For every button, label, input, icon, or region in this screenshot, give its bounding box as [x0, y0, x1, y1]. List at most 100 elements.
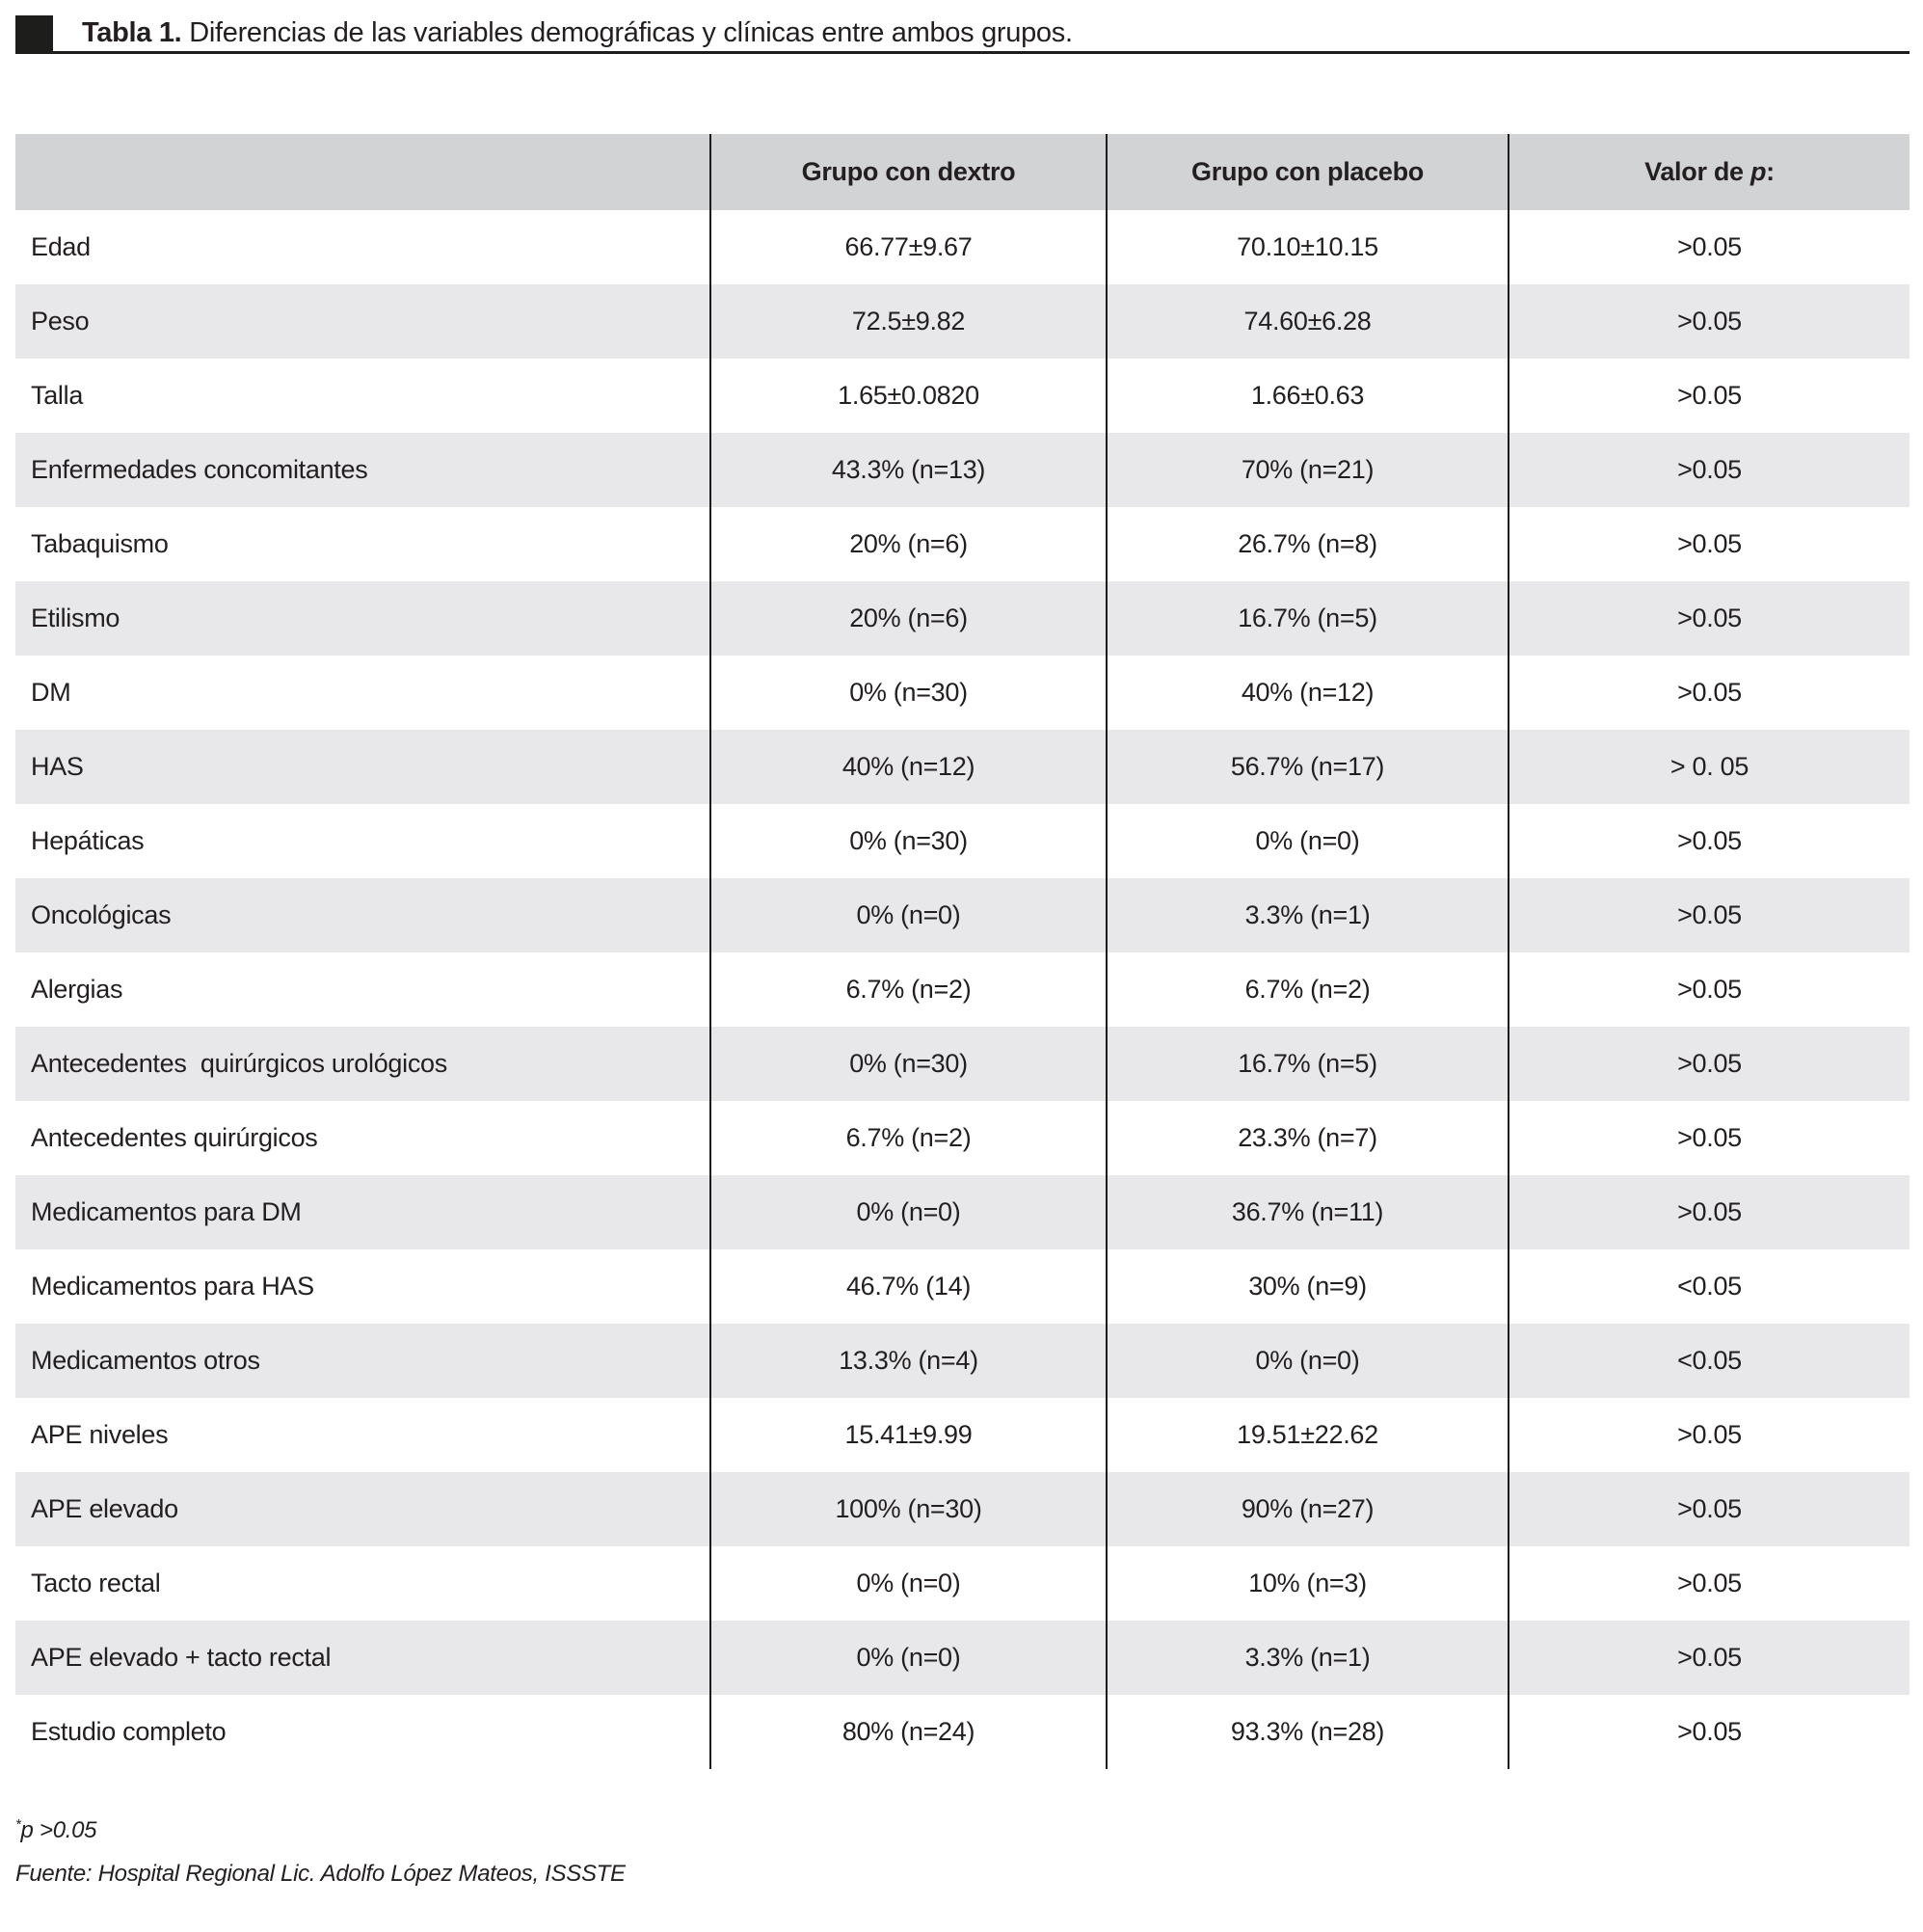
- table-row: Antecedentes quirúrgicos 6.7% (n=2) 23.3…: [15, 1101, 1910, 1175]
- row-value-placebo: 90% (n=27): [1106, 1472, 1509, 1546]
- row-value-dextro: 43.3% (n=13): [709, 433, 1107, 507]
- table-row: Medicamentos para DM 0% (n=0) 36.7% (n=1…: [15, 1175, 1910, 1249]
- row-value-p: >0.05: [1508, 284, 1910, 359]
- table-row: Antecedentes quirúrgicos urológicos 0% (…: [15, 1027, 1910, 1101]
- row-value-placebo: 30% (n=9): [1106, 1249, 1509, 1324]
- table-row: Enfermedades concomitantes 43.3% (n=13) …: [15, 433, 1910, 507]
- row-label: Talla: [31, 381, 84, 410]
- table-row: DM 0% (n=30) 40% (n=12) >0.05: [15, 656, 1910, 730]
- row-value-placebo: 26.7% (n=8): [1106, 507, 1509, 581]
- table-row: Oncológicas 0% (n=0) 3.3% (n=1) >0.05: [15, 878, 1910, 953]
- table-row: Medicamentos otros 13.3% (n=4) 0% (n=0) …: [15, 1324, 1910, 1398]
- row-label: Etilismo: [15, 581, 710, 656]
- header-empty-cell: [15, 134, 710, 210]
- row-value-p: >0.05: [1508, 581, 1910, 656]
- title-square-marker: [15, 15, 53, 54]
- table-row: Edad 66.77±9.67 70.10±10.15 >0.05: [15, 210, 1910, 284]
- row-label: Medicamentos para HAS: [31, 1272, 314, 1301]
- row-label: Alergias: [31, 975, 123, 1004]
- row-value-placebo: 16.7% (n=5): [1106, 1027, 1509, 1101]
- table-title-label: Tabla 1.: [82, 17, 182, 48]
- row-label: DM: [31, 678, 71, 707]
- row-label: Antecedentes quirúrgicos urológicos: [15, 1027, 710, 1101]
- row-value-p: >0.05: [1508, 1101, 1910, 1175]
- demographics-table: Grupo con dextro Grupo con placebo Valor…: [15, 134, 1910, 1769]
- row-value-dextro: 0% (n=0): [709, 1546, 1107, 1621]
- row-value-dextro: 20% (n=6): [709, 581, 1107, 656]
- table-row: Estudio completo 80% (n=24) 93.3% (n=28)…: [15, 1695, 1910, 1769]
- row-value-dextro: 0% (n=30): [709, 804, 1107, 878]
- row-value-p: >0.05: [1508, 1398, 1910, 1472]
- header-valor-p-suffix: :: [1766, 157, 1775, 186]
- row-value-dextro: 0% (n=0): [709, 1175, 1107, 1249]
- row-value-p: >0.05: [1508, 1695, 1910, 1769]
- row-value-placebo: 0% (n=0): [1106, 804, 1509, 878]
- row-value-dextro: 6.7% (n=2): [709, 953, 1107, 1027]
- footnote-p-threshold: >0.05: [33, 1817, 97, 1843]
- table-row: APE niveles 15.41±9.99 19.51±22.62 >0.05: [15, 1398, 1910, 1472]
- row-value-dextro: 0% (n=0): [709, 878, 1107, 953]
- row-label: APE niveles: [31, 1420, 169, 1449]
- row-value-dextro: 80% (n=24): [709, 1695, 1107, 1769]
- table-title-bar: Tabla 1. Diferencias de las variables de…: [15, 15, 1910, 54]
- row-value-placebo: 0% (n=0): [1106, 1324, 1509, 1398]
- table-title: Tabla 1. Diferencias de las variables de…: [82, 17, 1073, 49]
- row-value-p: >0.05: [1508, 804, 1910, 878]
- row-label: Estudio completo: [31, 1717, 227, 1746]
- table-row: Talla 1.65±0.0820 1.66±0.63 >0.05: [15, 359, 1910, 433]
- footnote-asterisk: *: [15, 1816, 21, 1833]
- row-value-p: >0.05: [1508, 1472, 1910, 1546]
- table-title-text: Diferencias de las variables demográfica…: [181, 17, 1073, 48]
- row-value-dextro: 0% (n=30): [709, 656, 1107, 730]
- table-body: Edad 66.77±9.67 70.10±10.15 >0.05 Peso 7…: [15, 210, 1910, 1769]
- header-valor-p-symbol: p: [1749, 157, 1767, 186]
- row-value-dextro: 100% (n=30): [709, 1472, 1107, 1546]
- row-label: Medicamentos otros: [15, 1324, 710, 1398]
- row-value-dextro: 1.65±0.0820: [709, 359, 1107, 433]
- row-value-placebo: 3.3% (n=1): [1106, 1621, 1509, 1695]
- row-value-placebo: 1.66±0.63: [1106, 359, 1509, 433]
- row-value-dextro: 72.5±9.82: [709, 284, 1107, 359]
- row-label: APE elevado + tacto rectal: [15, 1621, 710, 1695]
- row-value-dextro: 20% (n=6): [709, 507, 1107, 581]
- row-value-placebo: 70% (n=21): [1106, 433, 1509, 507]
- header-valor-p: Valor de p:: [1508, 134, 1910, 210]
- row-value-placebo: 3.3% (n=1): [1106, 878, 1509, 953]
- table-row: Hepáticas 0% (n=30) 0% (n=0) >0.05: [15, 804, 1910, 878]
- row-value-placebo: 19.51±22.62: [1106, 1398, 1509, 1472]
- table-row: APE elevado + tacto rectal 0% (n=0) 3.3%…: [15, 1621, 1910, 1695]
- row-value-placebo: 23.3% (n=7): [1106, 1101, 1509, 1175]
- header-grupo-dextro: Grupo con dextro: [709, 134, 1107, 210]
- row-value-p: >0.05: [1508, 1175, 1910, 1249]
- row-value-p: >0.05: [1508, 1546, 1910, 1621]
- row-value-p: >0.05: [1508, 878, 1910, 953]
- table-row: Medicamentos para HAS 46.7% (14) 30% (n=…: [15, 1249, 1910, 1324]
- table-row: HAS 40% (n=12) 56.7% (n=17) > 0. 05: [15, 730, 1910, 804]
- row-value-placebo: 10% (n=3): [1106, 1546, 1509, 1621]
- row-value-p: >0.05: [1508, 656, 1910, 730]
- title-rule: [15, 51, 1910, 54]
- row-label: Antecedentes quirúrgicos: [31, 1123, 318, 1152]
- row-value-placebo: 56.7% (n=17): [1106, 730, 1509, 804]
- table-row: APE elevado 100% (n=30) 90% (n=27) >0.05: [15, 1472, 1910, 1546]
- row-value-placebo: 16.7% (n=5): [1106, 581, 1509, 656]
- row-value-p: >0.05: [1508, 507, 1910, 581]
- row-label: Tacto rectal: [31, 1569, 161, 1597]
- row-value-p: <0.05: [1508, 1324, 1910, 1398]
- row-value-p: <0.05: [1508, 1249, 1910, 1324]
- table-row: Tacto rectal 0% (n=0) 10% (n=3) >0.05: [15, 1546, 1910, 1621]
- row-value-placebo: 6.7% (n=2): [1106, 953, 1509, 1027]
- row-value-dextro: 40% (n=12): [709, 730, 1107, 804]
- row-label: HAS: [15, 730, 710, 804]
- row-value-p: >0.05: [1508, 1027, 1910, 1101]
- row-label: Medicamentos para DM: [15, 1175, 710, 1249]
- table-row: Alergias 6.7% (n=2) 6.7% (n=2) >0.05: [15, 953, 1910, 1027]
- table-row: Etilismo 20% (n=6) 16.7% (n=5) >0.05: [15, 581, 1910, 656]
- row-value-dextro: 13.3% (n=4): [709, 1324, 1107, 1398]
- table-header-row: Grupo con dextro Grupo con placebo Valor…: [15, 134, 1910, 210]
- row-label: Edad: [31, 232, 91, 261]
- table-header: Grupo con dextro Grupo con placebo Valor…: [15, 134, 1910, 210]
- row-value-p: >0.05: [1508, 433, 1910, 507]
- row-value-dextro: 0% (n=0): [709, 1621, 1107, 1695]
